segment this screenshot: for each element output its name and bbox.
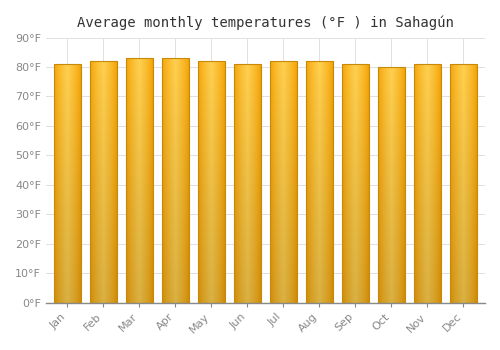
Bar bbox=[342, 64, 369, 302]
Bar bbox=[414, 64, 441, 302]
Bar bbox=[234, 64, 261, 302]
Title: Average monthly temperatures (°F ) in Sahagún: Average monthly temperatures (°F ) in Sa… bbox=[77, 15, 454, 29]
Bar bbox=[198, 61, 225, 302]
Bar bbox=[378, 67, 405, 302]
Bar bbox=[90, 61, 117, 302]
Bar bbox=[306, 61, 333, 302]
Bar bbox=[270, 61, 297, 302]
Bar bbox=[126, 58, 153, 302]
Bar bbox=[450, 64, 477, 302]
Bar bbox=[162, 58, 189, 302]
Bar bbox=[54, 64, 81, 302]
